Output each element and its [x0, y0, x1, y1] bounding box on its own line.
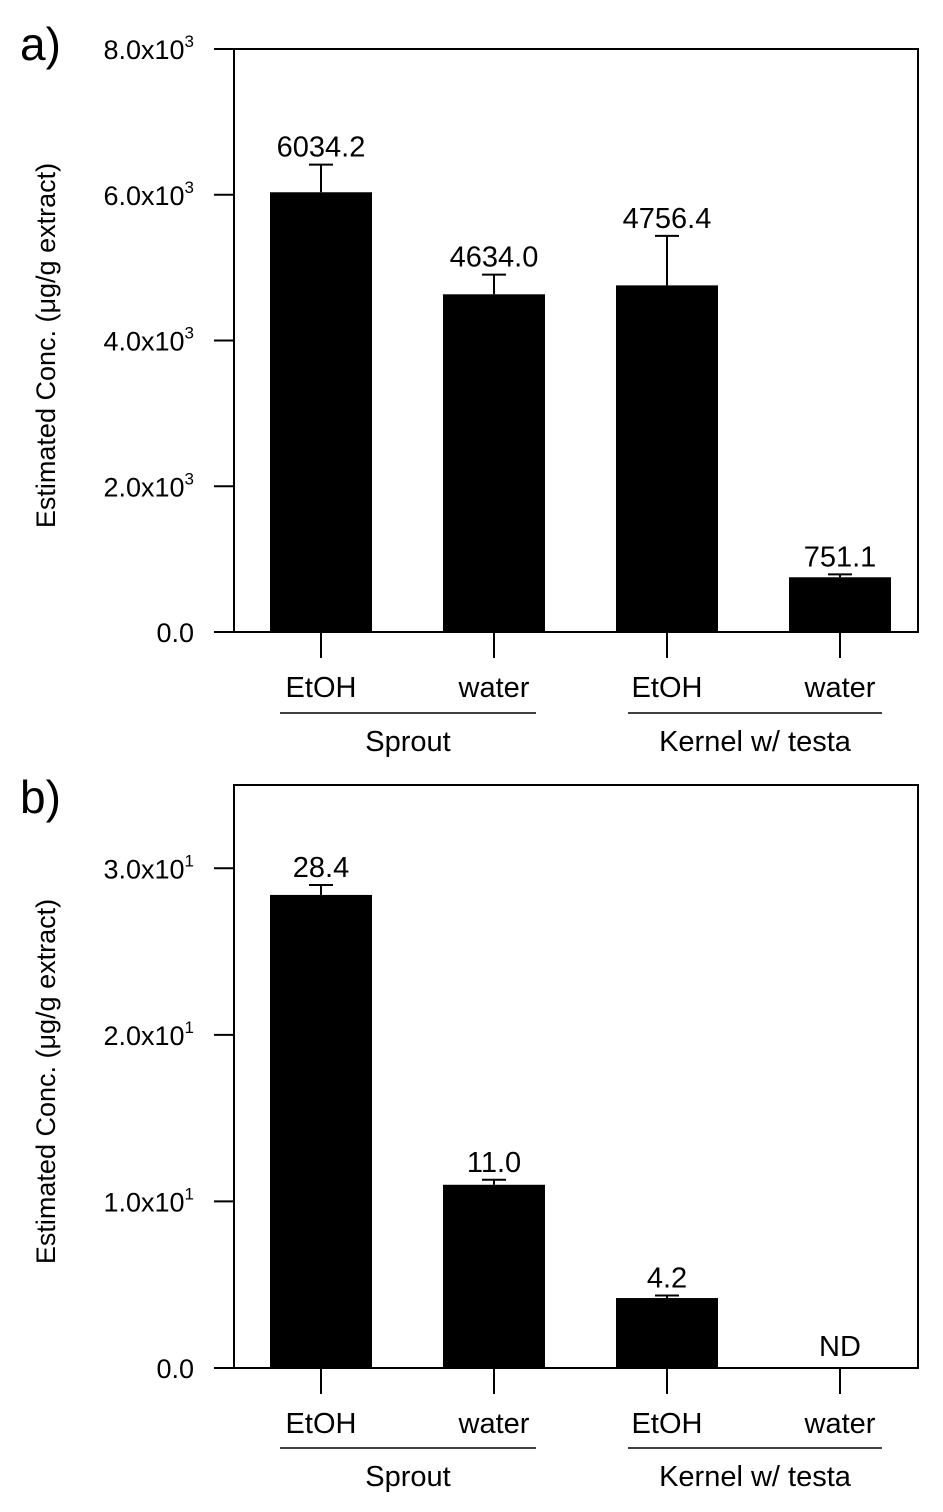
x-tick-label: water	[804, 1408, 876, 1440]
data-label: 6034.2	[277, 132, 366, 164]
y-tick-label: 3.0x101	[103, 851, 194, 884]
bar	[443, 1184, 545, 1368]
data-label: 4.2	[647, 1263, 687, 1295]
data-label: 28.4	[293, 852, 349, 884]
plot-frame	[233, 48, 919, 633]
data-label: 751.1	[804, 541, 877, 573]
x-tick-label: water	[458, 1408, 530, 1440]
bar	[270, 192, 372, 632]
plot-frame	[233, 784, 919, 1369]
bar	[270, 894, 372, 1368]
y-tick-label: 4.0x103	[103, 324, 194, 357]
x-tick-label: EtOH	[632, 672, 703, 704]
group-label: Kernel w/ testa	[659, 1461, 852, 1493]
chart-panel-a: a) 6034.2 EtOH 4634.0 water 4756.4 EtOH 751.1 wa…	[20, 18, 919, 758]
y-tick-label: 1.0x101	[103, 1184, 194, 1217]
group-label: Kernel w/ testa	[659, 726, 852, 758]
bar	[616, 285, 718, 632]
y-tick-label: 2.0x103	[103, 469, 194, 502]
y-axis-title: Estimated Conc. (μg/g extract)	[31, 163, 61, 528]
x-tick-label: water	[458, 672, 530, 704]
y-tick-label: 0.0	[156, 1354, 194, 1384]
x-tick-label: EtOH	[286, 672, 357, 704]
x-tick-label: EtOH	[286, 1408, 357, 1440]
y-tick-label: 8.0x103	[103, 32, 194, 65]
data-label: 4756.4	[623, 203, 712, 235]
data-label: 4634.0	[450, 242, 539, 274]
bar	[789, 577, 891, 632]
y-tick-label: 0.0	[156, 618, 194, 648]
data-label: ND	[819, 1331, 861, 1363]
x-tick-label: EtOH	[632, 1408, 703, 1440]
data-label: 11.0	[467, 1147, 521, 1179]
y-tick-label: 2.0x101	[103, 1018, 194, 1051]
y-tick-label: 6.0x103	[103, 178, 194, 211]
x-tick-label: water	[804, 672, 876, 704]
panel-label: b)	[20, 771, 61, 823]
bar	[616, 1298, 718, 1368]
group-label: Sprout	[365, 1461, 450, 1493]
y-axis-title: Estimated Conc. (μg/g extract)	[31, 899, 61, 1264]
bar	[443, 294, 545, 632]
panel-label: a)	[20, 18, 61, 70]
group-label: Sprout	[365, 726, 450, 758]
